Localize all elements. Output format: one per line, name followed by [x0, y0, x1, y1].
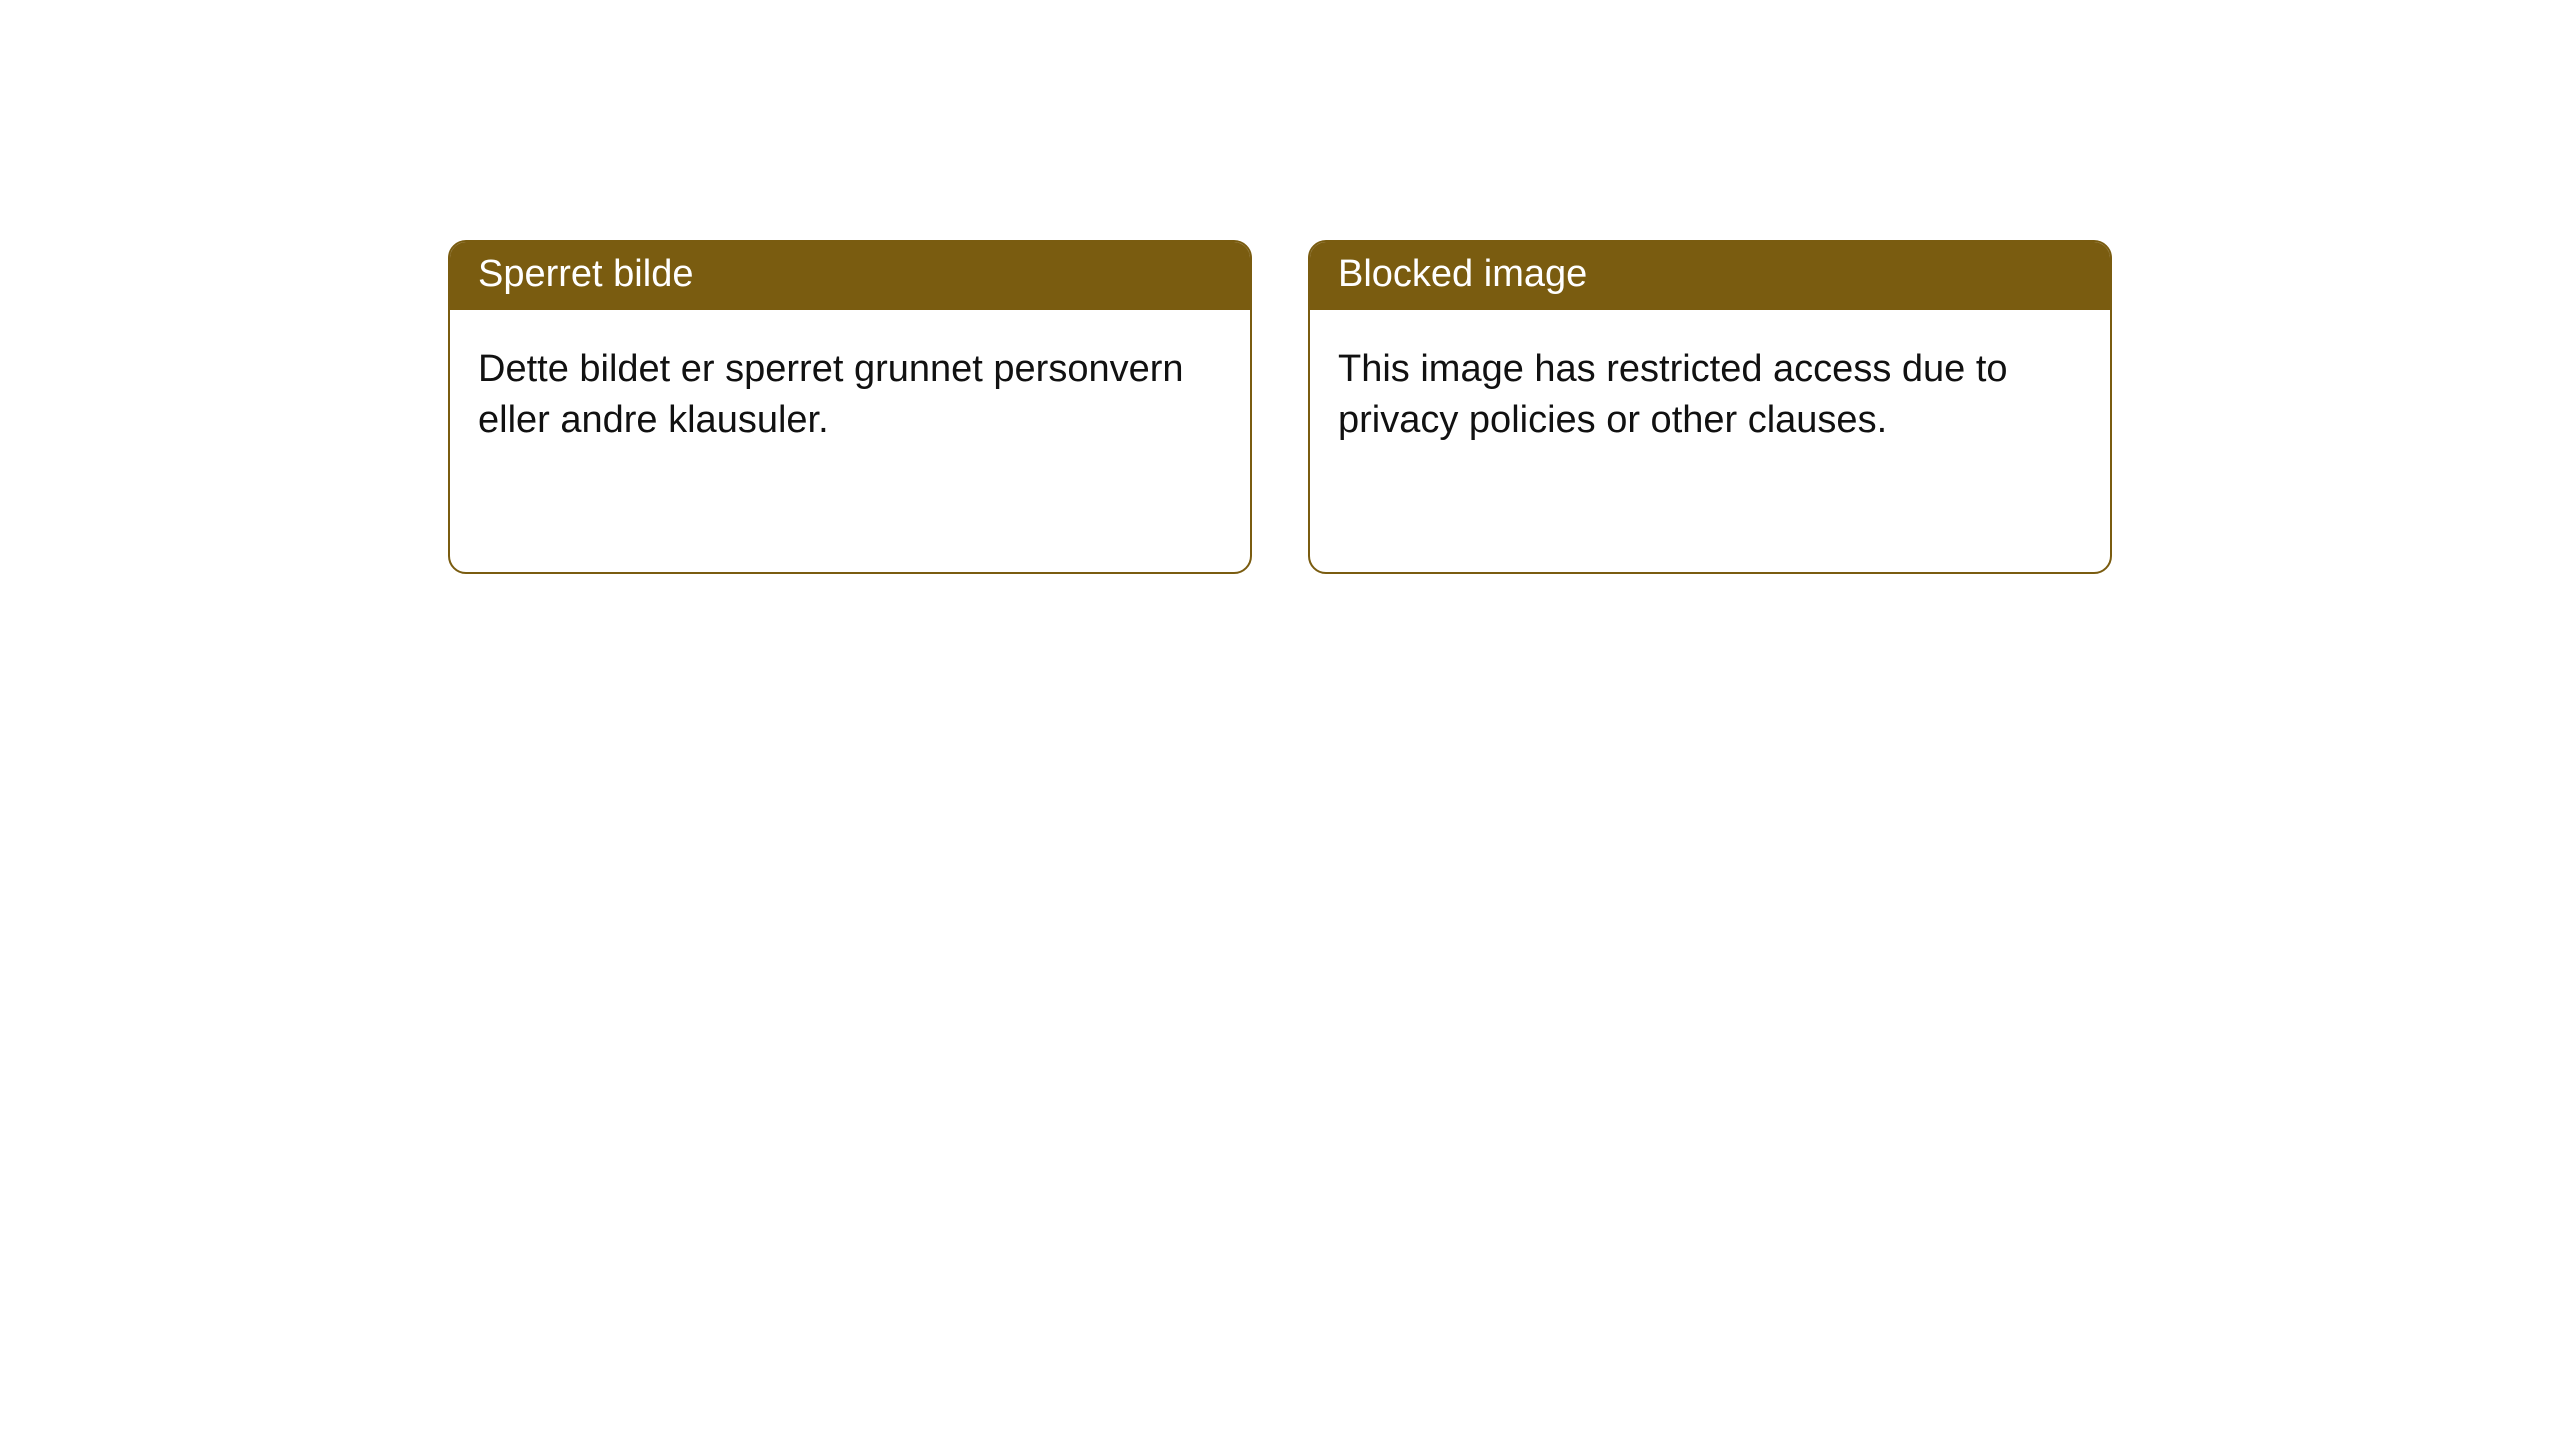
card-header: Sperret bilde: [450, 242, 1250, 310]
notice-container: Sperret bilde Dette bildet er sperret gr…: [0, 0, 2560, 574]
card-header: Blocked image: [1310, 242, 2110, 310]
blocked-image-card-no: Sperret bilde Dette bildet er sperret gr…: [448, 240, 1252, 574]
card-body: Dette bildet er sperret grunnet personve…: [450, 310, 1250, 447]
card-body: This image has restricted access due to …: [1310, 310, 2110, 447]
blocked-image-card-en: Blocked image This image has restricted …: [1308, 240, 2112, 574]
card-body-text: This image has restricted access due to …: [1338, 348, 2008, 441]
card-title: Sperret bilde: [478, 253, 693, 295]
card-title: Blocked image: [1338, 253, 1587, 295]
card-body-text: Dette bildet er sperret grunnet personve…: [478, 348, 1184, 441]
